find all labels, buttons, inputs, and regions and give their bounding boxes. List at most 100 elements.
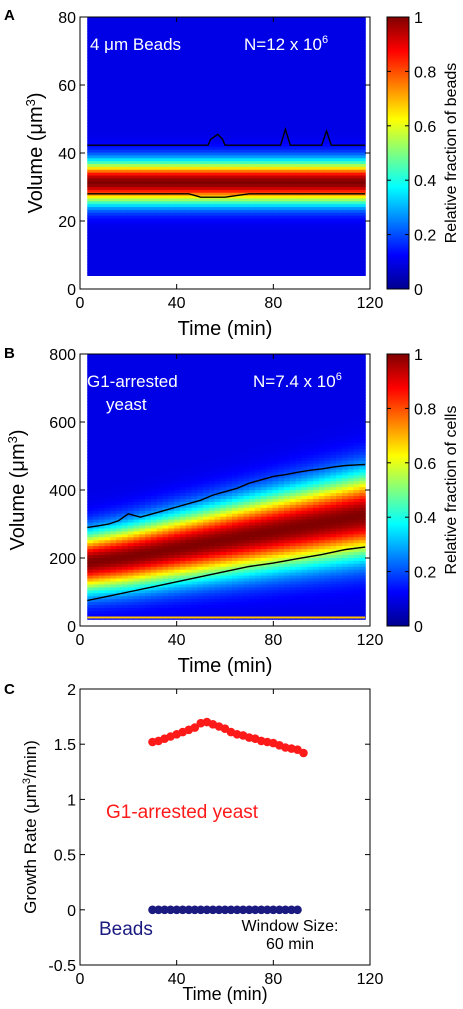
- panel-a-heat-cell: [98, 91, 106, 96]
- panel-a-heat-cell: [214, 22, 222, 27]
- panel-a-heat-cell: [87, 103, 94, 107]
- panel-b-heat-cell: [104, 377, 112, 382]
- panel-a-heat-cell: [278, 258, 285, 262]
- panel-a-heat-cell: [307, 189, 314, 193]
- panel-b-heat-cell: [98, 442, 106, 446]
- panel-a-heat-cell: [353, 157, 360, 162]
- panel-a-heat-cell: [98, 212, 106, 216]
- panel-a-heat-cell: [133, 200, 140, 205]
- panel-b-heat-cell: [110, 533, 117, 538]
- panel-a-heat-cell: [232, 126, 239, 130]
- panel-a-heat-cell: [260, 128, 268, 133]
- panel-a-heat-cell: [260, 31, 268, 35]
- panel-a-heat-cell: [197, 160, 204, 165]
- panel-a-heat-cell: [347, 131, 355, 136]
- panel-a-heat-cell: [139, 238, 146, 242]
- panel-b-heat-cell: [110, 575, 117, 579]
- panel-a-heat-cell: [278, 180, 285, 185]
- panel-a-heat-cell: [214, 220, 222, 225]
- panel-a-heat-cell: [353, 217, 360, 222]
- panel-a-heat-cell: [208, 209, 216, 213]
- panel-a-heat-cell: [87, 215, 94, 219]
- panel-a-heat-cell: [347, 232, 355, 236]
- panel-b-heat-cell: [98, 586, 106, 591]
- panel-a-heat-cell: [156, 197, 164, 202]
- panel-a-heat-cell: [232, 39, 239, 44]
- panel-a-heat-cell: [214, 249, 222, 254]
- panel-a-heat-cell: [289, 74, 297, 78]
- panel-a-heat-cell: [342, 209, 349, 213]
- panel-a-heat-cell: [185, 169, 193, 173]
- panel-a-heat-cell: [104, 88, 112, 93]
- panel-a-heat-cell: [243, 126, 250, 130]
- panel-a-heat-cell: [249, 60, 256, 64]
- panel-a-heat-cell: [226, 83, 233, 87]
- panel-a-heat-cell: [87, 83, 94, 87]
- panel-b-heat-cell: [87, 407, 94, 411]
- panel-a-heat-cell: [295, 57, 303, 61]
- panel-a-heat-cell: [214, 174, 222, 179]
- panel-a-heat-cell: [237, 51, 245, 55]
- panel-a-heat-cell: [353, 51, 360, 55]
- panel-a-heat-cell: [266, 91, 274, 96]
- panel-a-heat-cell: [121, 180, 129, 185]
- panel-a-heat-cell: [330, 68, 337, 73]
- panel-a-heat-cell: [145, 243, 152, 248]
- panel-a-heat-cell: [324, 217, 332, 222]
- panel-a-heat-cell: [353, 232, 360, 236]
- panel-b-heat-cell: [104, 477, 112, 482]
- panel-a-heat-cell: [191, 209, 198, 213]
- panel-b-heat-cell: [116, 524, 123, 529]
- panel-a-heat-cell: [185, 174, 193, 179]
- panel-b-heat-cell: [110, 610, 117, 614]
- panel-a-heat-cell: [93, 120, 100, 124]
- panel-a-heat-cell: [168, 232, 175, 236]
- panel-a-heat-cell: [110, 103, 117, 107]
- panel-a-heat-cell: [301, 103, 308, 107]
- panel-a-heat-cell: [139, 215, 146, 219]
- panel-a-heat-cell: [156, 246, 164, 251]
- panel-a-heat-cell: [318, 160, 326, 165]
- panel-a-heat-cell: [93, 258, 100, 262]
- panel-a-heat-cell: [313, 31, 320, 35]
- panel-a-heat-cell: [243, 45, 250, 50]
- panel-a-heat-cell: [203, 177, 210, 182]
- panel-b-heat-cell: [121, 448, 129, 452]
- panel-a-heat-cell: [174, 272, 181, 276]
- panel-a-heat-cell: [336, 108, 343, 113]
- panel-a-heat-cell: [324, 57, 332, 61]
- panel-b-heatmap: [80, 354, 370, 626]
- panel-a-heat-cell: [104, 28, 112, 32]
- panel-a-heat-cell: [179, 108, 187, 113]
- panel-a-heat-cell: [313, 160, 320, 165]
- panel-a-heat-cell: [203, 25, 210, 30]
- panel-b-heat-cell: [104, 580, 112, 585]
- panel-a-heat-cell: [197, 103, 204, 107]
- panel-a-heat-cell: [121, 169, 129, 173]
- panel-b-heat-cell: [98, 380, 106, 385]
- panel-a-heat-cell: [93, 223, 100, 228]
- panel-a-heat-cell: [98, 232, 106, 236]
- panel-b-heat-cell: [98, 477, 106, 482]
- panel-a-heat-cell: [255, 83, 262, 87]
- panel-a-heat-cell: [133, 220, 140, 225]
- panel-a-heat-cell: [87, 232, 94, 236]
- panel-a-heat-cell: [295, 217, 303, 222]
- panel-b-heat-cell: [121, 401, 129, 405]
- panel-a-heat-cell: [116, 74, 123, 78]
- panel-a-heat-cell: [110, 85, 117, 90]
- panel-a-heat-cell: [324, 28, 332, 32]
- panel-a-heat-cell: [289, 65, 297, 70]
- panel-a-heat-cell: [260, 261, 268, 265]
- panel-a-heat-cell: [313, 37, 320, 41]
- panel-a-heat-cell: [208, 85, 216, 90]
- panel-a-heat-cell: [266, 160, 274, 165]
- panel-a-heat-cell: [260, 238, 268, 242]
- panel-a-heat-cell: [336, 183, 343, 187]
- panel-a-heat-cell: [179, 45, 187, 50]
- panel-a-heat-cell: [260, 183, 268, 187]
- panel-a-heat-cell: [307, 203, 314, 208]
- panel-b-heat-cell: [93, 483, 100, 488]
- panel-a-heat-cell: [214, 154, 222, 159]
- panel-b-heat-cell: [110, 448, 117, 452]
